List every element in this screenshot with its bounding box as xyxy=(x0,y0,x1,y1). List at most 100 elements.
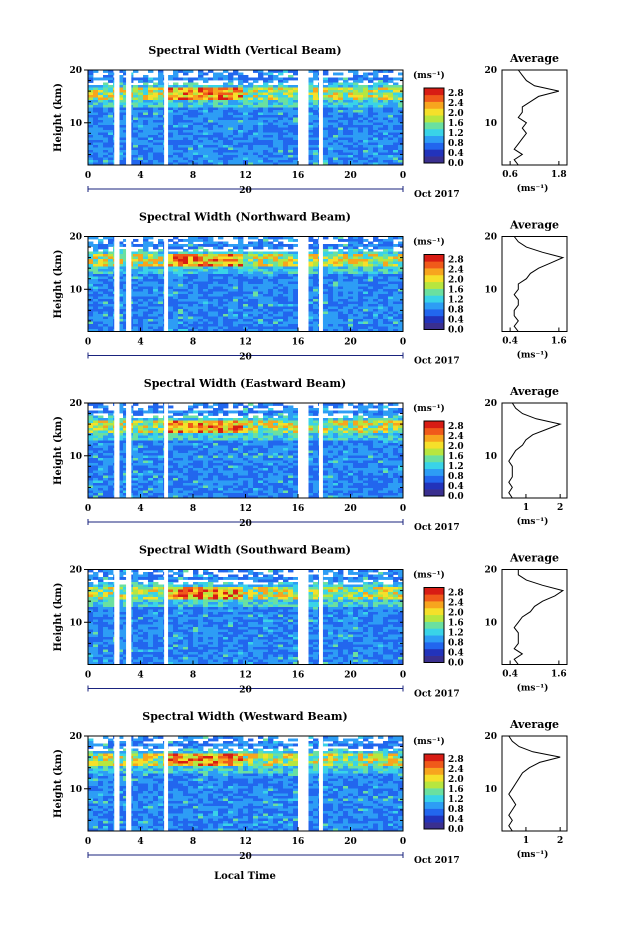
heatmap-cell xyxy=(168,157,174,161)
heatmap-cell xyxy=(168,135,174,138)
heatmap-cell xyxy=(153,90,159,93)
heatmap-cell xyxy=(218,306,224,310)
heatmap-cell xyxy=(363,147,369,151)
colorbar-swatch xyxy=(424,288,444,296)
heatmap-cell xyxy=(363,100,369,103)
heatmap-cell xyxy=(148,274,154,277)
heatmap-cell xyxy=(248,281,254,285)
heatmap-cell xyxy=(178,314,184,317)
heatmap-cell xyxy=(308,259,314,262)
heatmap-cell xyxy=(373,147,379,151)
heatmap-cell xyxy=(278,261,284,265)
heatmap-cell xyxy=(378,132,384,136)
heatmap-cell xyxy=(378,87,384,91)
heatmap-cell xyxy=(273,271,279,275)
heatmap-cell xyxy=(118,100,124,103)
heatmap-cell xyxy=(353,82,359,86)
heatmap-cell xyxy=(198,152,204,156)
heatmap-cell xyxy=(148,279,154,282)
heatmap-cell xyxy=(358,269,364,272)
heatmap-cell xyxy=(348,306,354,310)
heatmap-cell xyxy=(228,85,234,88)
heatmap-cell xyxy=(273,160,279,163)
heatmap-cell xyxy=(278,80,284,83)
heatmap-cell xyxy=(313,115,319,118)
heatmap-cell xyxy=(103,420,109,424)
heatmap-cell xyxy=(348,403,354,406)
heatmap-cell xyxy=(193,291,199,295)
heatmap-cell xyxy=(363,296,369,300)
heatmap-cell xyxy=(183,90,189,93)
heatmap-cell xyxy=(293,259,299,262)
heatmap-cell xyxy=(353,162,359,166)
heatmap-cell xyxy=(138,107,144,111)
heatmap-cell xyxy=(368,157,374,161)
heatmap-cell xyxy=(378,125,384,128)
heatmap-cell xyxy=(278,259,284,262)
heatmap-cell xyxy=(283,110,289,113)
heatmap-cell xyxy=(143,289,149,292)
heatmap-cell xyxy=(253,251,259,255)
heatmap-cell xyxy=(313,97,319,101)
heatmap-cell xyxy=(388,291,394,295)
heatmap-cell xyxy=(138,155,144,158)
heatmap-cell xyxy=(118,140,124,143)
heatmap-cell xyxy=(258,279,264,282)
heatmap-cell xyxy=(263,311,269,315)
heatmap-cell xyxy=(263,95,269,98)
heatmap-cell xyxy=(108,77,114,81)
heatmap-cell xyxy=(138,152,144,156)
heatmap-cell xyxy=(333,286,339,290)
heatmap-cell xyxy=(153,309,159,312)
heatmap-cell xyxy=(373,261,379,265)
heatmap-cell xyxy=(268,281,274,285)
heatmap-cell xyxy=(143,266,149,270)
heatmap-cell xyxy=(383,241,389,245)
heatmap-cell xyxy=(203,276,209,280)
heatmap-cell xyxy=(93,155,99,158)
heatmap-cell xyxy=(238,410,244,414)
heatmap-cell xyxy=(308,95,314,98)
heatmap-cell xyxy=(218,251,224,255)
heatmap-cell xyxy=(333,122,339,126)
heatmap-cell xyxy=(188,130,194,133)
heatmap-cell xyxy=(143,85,149,88)
heatmap-cell xyxy=(308,266,314,270)
heatmap-cell xyxy=(218,72,224,76)
heatmap-cell xyxy=(293,147,299,151)
heatmap-cell xyxy=(203,115,209,118)
heatmap-cell xyxy=(158,135,164,138)
heatmap-cell xyxy=(168,85,174,88)
heatmap-cell xyxy=(338,316,344,320)
heatmap-cell xyxy=(98,112,104,116)
heatmap-cell xyxy=(93,112,99,116)
heatmap-cell xyxy=(193,274,199,277)
heatmap-cell xyxy=(308,408,314,411)
heatmap-cell xyxy=(118,299,124,302)
heatmap-cell xyxy=(173,299,179,302)
heatmap-cell xyxy=(228,132,234,136)
heatmap-cell xyxy=(143,329,149,332)
heatmap-cell xyxy=(203,137,209,141)
heatmap-cell xyxy=(198,321,204,325)
heatmap-cell xyxy=(353,291,359,295)
heatmap-cell xyxy=(333,296,339,300)
heatmap-cell xyxy=(218,296,224,300)
heatmap-cell xyxy=(393,137,399,141)
heatmap-cell xyxy=(338,112,344,116)
heatmap-cell xyxy=(153,269,159,272)
heatmap-cell xyxy=(208,309,214,312)
heatmap-cell xyxy=(178,279,184,282)
heatmap-cell xyxy=(253,256,259,260)
heatmap-cell xyxy=(243,291,249,295)
heatmap-cell xyxy=(138,140,144,143)
heatmap-cell xyxy=(138,413,144,416)
heatmap-cell xyxy=(328,157,334,161)
heatmap-cell xyxy=(228,142,234,146)
heatmap-cell xyxy=(388,403,394,406)
heatmap-cell xyxy=(173,115,179,118)
heatmap-cell xyxy=(393,97,399,101)
heatmap-cell xyxy=(248,420,254,424)
heatmap-cell xyxy=(268,284,274,287)
heatmap-cell xyxy=(168,405,174,409)
